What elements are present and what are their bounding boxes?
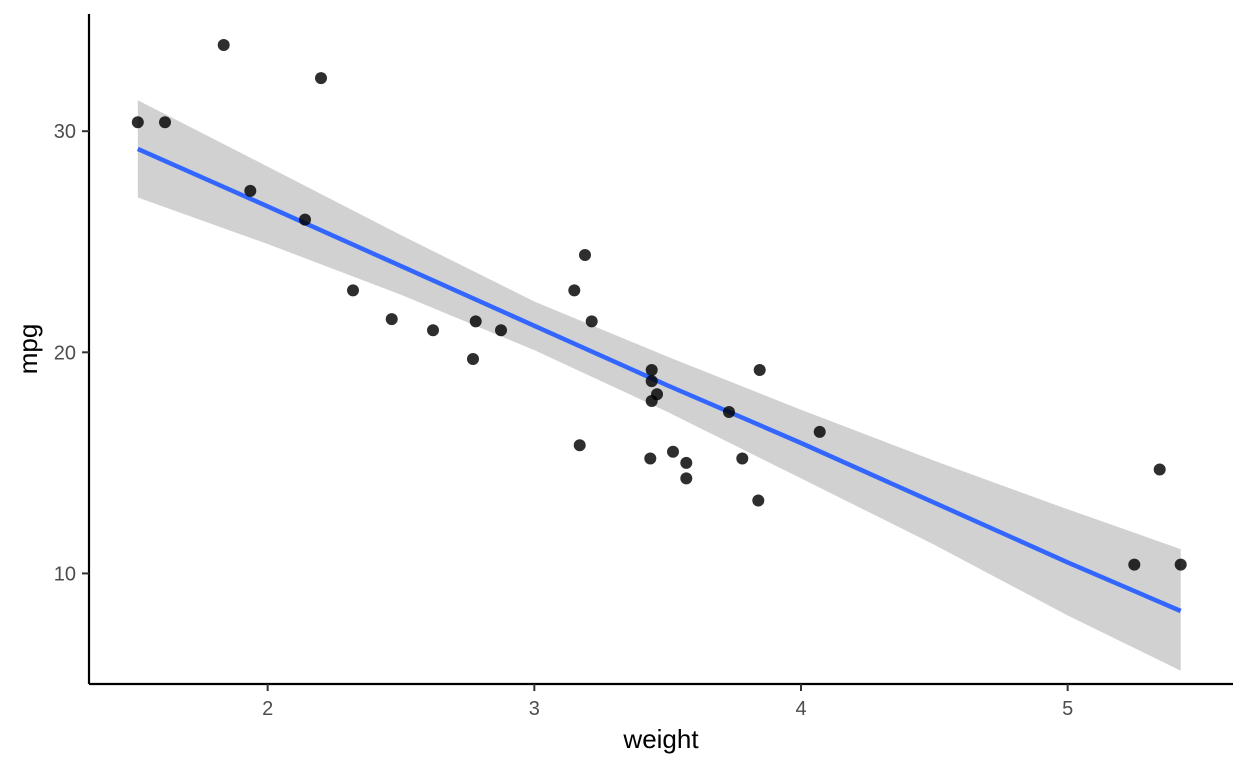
regression-line — [136, 146, 1182, 614]
y-axis-title: mpg — [13, 324, 43, 375]
data-point — [736, 452, 749, 465]
data-point — [752, 494, 765, 507]
data-point — [467, 353, 479, 365]
data-point — [667, 445, 679, 458]
data-point — [645, 364, 658, 376]
x-tick-label: 5 — [1062, 698, 1073, 720]
y-tick-label: 30 — [54, 121, 76, 143]
x-axis-ticks: 2 3 4 5 — [262, 684, 1073, 720]
data-point — [159, 116, 171, 129]
data-point — [1153, 463, 1166, 476]
data-point — [579, 249, 591, 261]
data-points — [131, 39, 1187, 571]
data-point — [573, 439, 586, 452]
data-point — [585, 315, 598, 328]
data-point — [315, 72, 327, 85]
x-tick-label: 3 — [529, 698, 540, 720]
data-point — [680, 456, 693, 469]
data-point — [385, 313, 398, 326]
x-tick-label: 4 — [795, 698, 806, 720]
data-point — [217, 39, 230, 51]
data-point — [469, 315, 482, 328]
x-tick-label: 2 — [262, 698, 273, 720]
data-point — [495, 324, 507, 337]
data-point — [645, 395, 658, 407]
data-point — [813, 425, 826, 438]
data-point — [680, 472, 693, 485]
data-point — [299, 213, 311, 226]
data-point — [244, 184, 257, 197]
data-point — [753, 364, 766, 376]
data-point — [131, 116, 144, 129]
data-point — [347, 284, 359, 297]
data-point — [644, 452, 657, 465]
data-point — [723, 406, 735, 418]
confidence-band — [137, 100, 1181, 671]
x-axis-title: weight — [622, 724, 699, 754]
y-tick-label: 20 — [54, 342, 76, 364]
data-point — [1174, 558, 1187, 571]
y-axis-ticks: 10 20 30 — [54, 121, 89, 585]
y-tick-label: 10 — [54, 563, 76, 585]
data-point — [427, 324, 439, 337]
plot-area — [131, 39, 1187, 671]
axes: 2 3 4 5 10 20 30 — [54, 14, 1233, 720]
data-point — [568, 284, 581, 297]
data-point — [645, 375, 658, 388]
data-point — [1128, 558, 1141, 571]
